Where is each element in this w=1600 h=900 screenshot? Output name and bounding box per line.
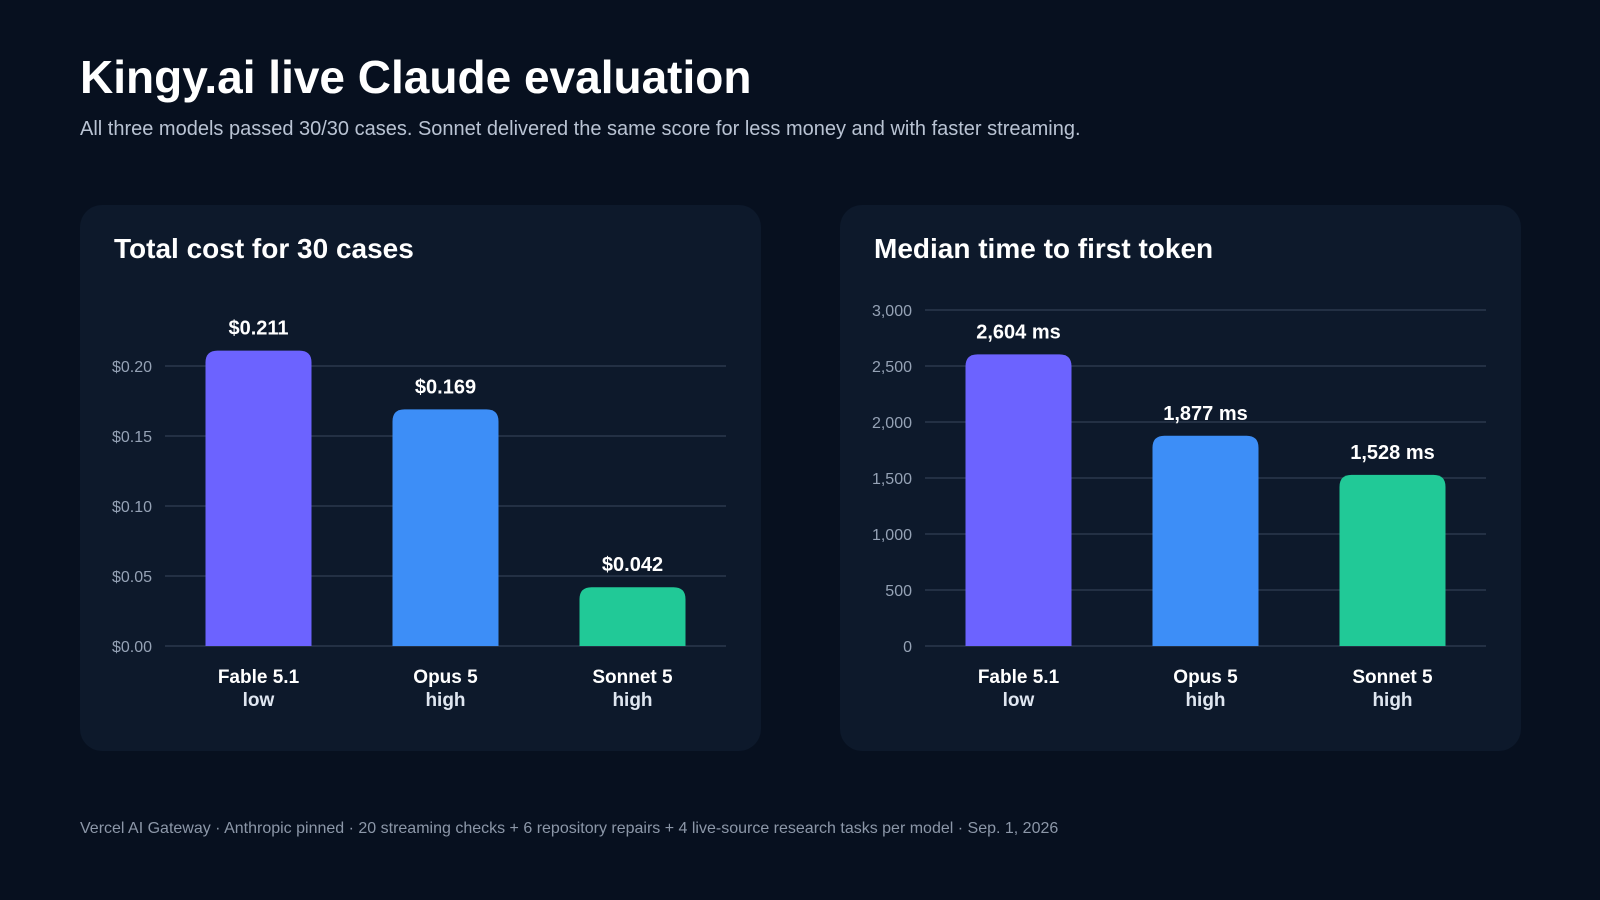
ttft-category-label: Opus 5 — [1173, 667, 1238, 688]
cost-category-sublabel: low — [243, 690, 275, 711]
ttft-category-sublabel: high — [1372, 690, 1412, 711]
page-title: Kingy.ai live Claude evaluation — [80, 51, 752, 103]
ttft-category-sublabel: low — [1003, 690, 1035, 711]
ttft-chart-card: Median time to first token 0 500 1,000 1,50… — [840, 205, 1521, 751]
ttft-category-sublabel: high — [1185, 690, 1225, 711]
cost-bar — [205, 350, 312, 646]
cost-value-label: $0.211 — [228, 318, 288, 340]
ttft-value-label: 2,604 ms — [976, 321, 1061, 343]
cost-y-tick-label: $0.20 — [112, 359, 152, 376]
cost-category-sublabel: high — [425, 690, 465, 711]
cost-bar-chart: $0.00 $0.05 $0.10 $0.15 $0.20 $0.211 Fable 5.1… — [112, 318, 726, 711]
cost-bar — [579, 587, 686, 646]
page-subtitle: All three models passed 30/30 cases. Son… — [80, 118, 1081, 140]
ttft-y-tick-label: 1,000 — [872, 527, 912, 544]
cost-category-sublabel: high — [612, 690, 652, 711]
cost-y-tick-label: $0.10 — [112, 499, 152, 516]
ttft-bar — [1152, 435, 1259, 646]
cost-y-tick-label: $0.00 — [112, 639, 152, 656]
cost-category-label: Opus 5 — [413, 667, 478, 688]
cost-chart-card: Total cost for 30 cases $0.00 $0.05 $0.10 $… — [80, 205, 761, 751]
ttft-y-tick-label: 500 — [885, 583, 912, 600]
ttft-value-label: 1,528 ms — [1350, 442, 1435, 464]
cost-chart-title: Total cost for 30 cases — [114, 233, 414, 264]
ttft-value-label: 1,877 ms — [1163, 403, 1248, 425]
ttft-chart-title: Median time to first token — [874, 233, 1214, 264]
cost-y-tick-label: $0.15 — [112, 429, 152, 446]
ttft-y-tick-label: 3,000 — [872, 303, 912, 320]
ttft-bar-chart: 0 500 1,000 1,500 2,000 2,500 3,000 2,604 ms Fab… — [872, 303, 1486, 711]
ttft-y-tick-label: 1,500 — [872, 471, 912, 488]
ttft-y-tick-label: 2,500 — [872, 359, 912, 376]
cost-bar — [392, 409, 499, 646]
footer-note: Vercel AI Gateway · Anthropic pinned · 2… — [80, 820, 1059, 837]
ttft-category-label: Sonnet 5 — [1352, 667, 1433, 688]
ttft-y-tick-label: 2,000 — [872, 415, 912, 432]
cost-y-tick-label: $0.05 — [112, 569, 152, 586]
ttft-bar — [965, 354, 1072, 646]
cost-category-label: Sonnet 5 — [592, 667, 673, 688]
cost-value-label: $0.169 — [415, 376, 476, 398]
cost-category-label: Fable 5.1 — [218, 667, 300, 688]
ttft-category-label: Fable 5.1 — [978, 667, 1060, 688]
cost-value-label: $0.042 — [602, 554, 663, 576]
ttft-bar — [1339, 474, 1446, 646]
ttft-y-tick-label: 0 — [903, 639, 912, 656]
